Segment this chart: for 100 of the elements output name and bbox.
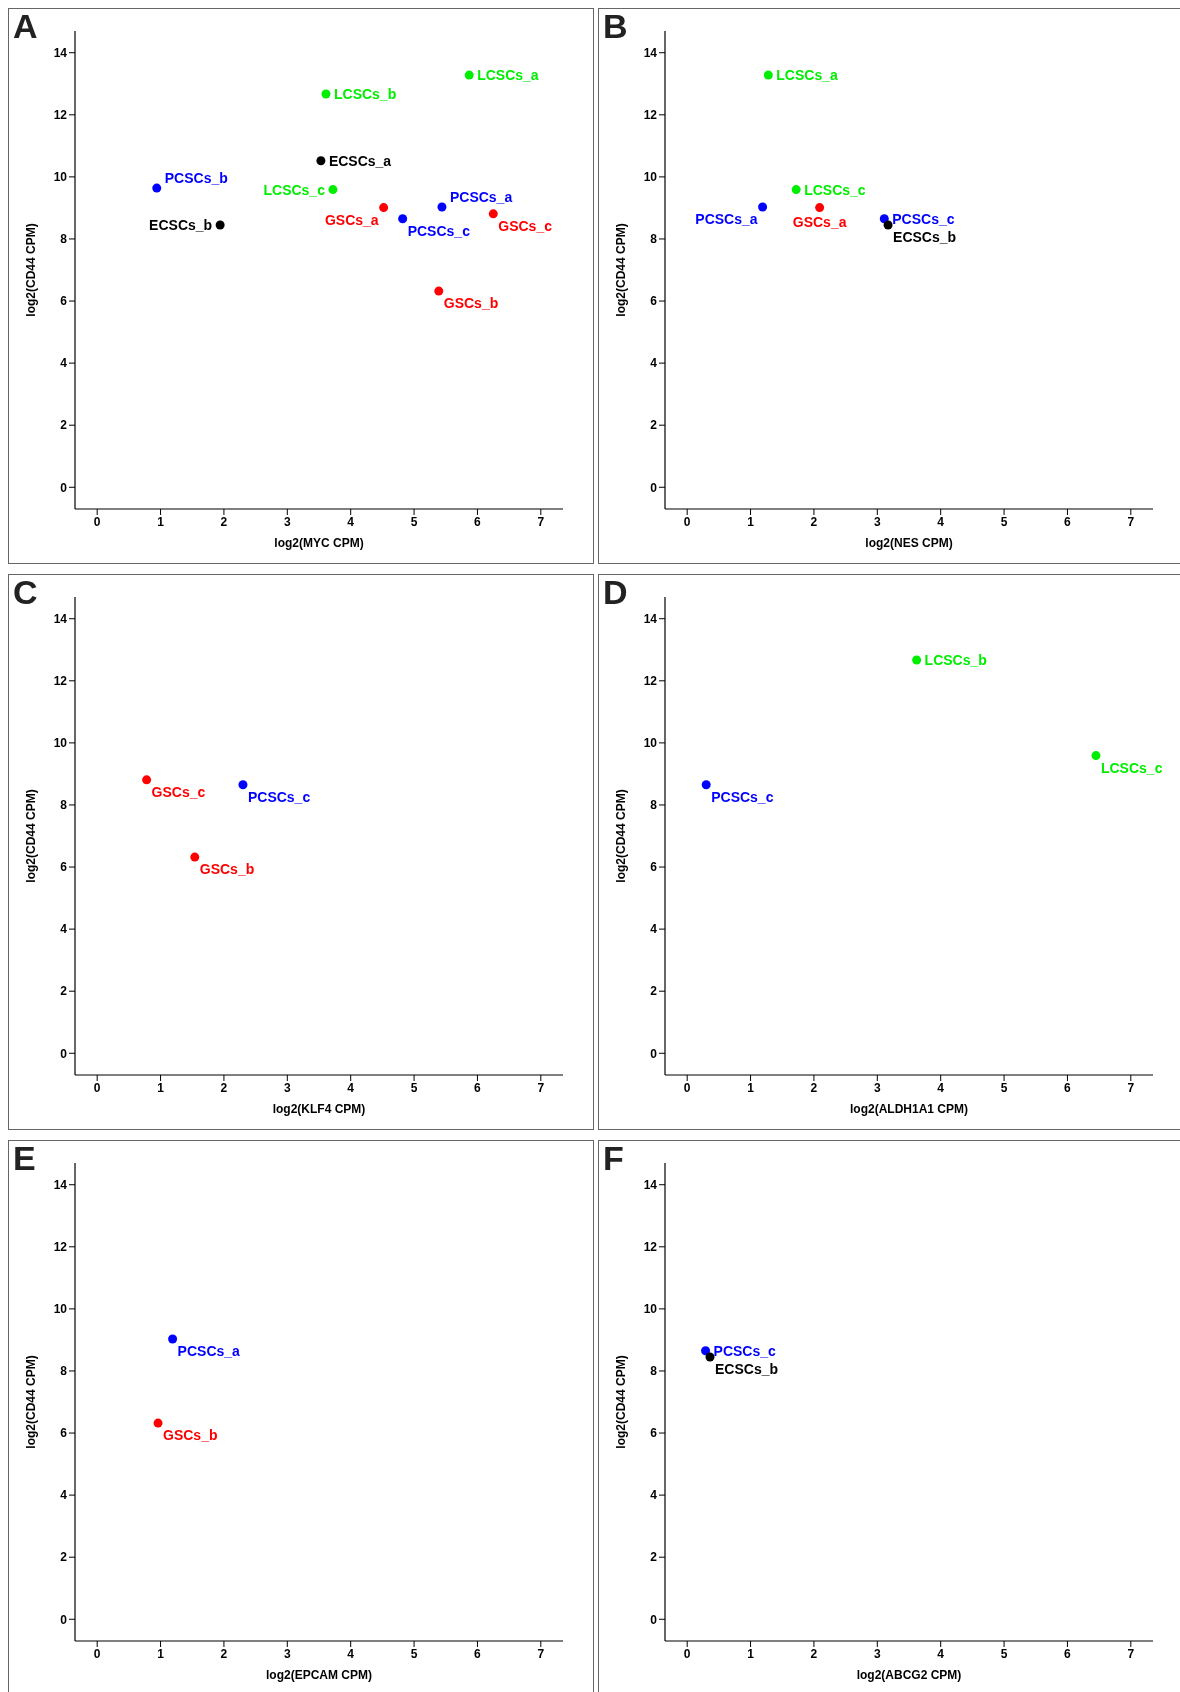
y-tick-label: 10 — [643, 736, 658, 751]
series-label: LCSCs_a — [477, 67, 539, 84]
y-tick-label: 4 — [650, 356, 658, 371]
series-label: LCSCs_a — [776, 67, 838, 84]
chart-title: C — [13, 573, 38, 612]
x-axis-title: log2(ABCG2 CPM) — [856, 1668, 962, 1682]
point — [912, 655, 922, 665]
y-tick-label: 6 — [650, 294, 658, 309]
x-tick-label: 2 — [220, 1646, 228, 1661]
x-tick-label: 6 — [1064, 514, 1072, 529]
x-tick-label: 7 — [537, 514, 545, 529]
point — [883, 220, 893, 230]
y-tick-label: 8 — [650, 1364, 658, 1379]
x-tick-label: 0 — [93, 514, 101, 529]
x-tick-label: 3 — [283, 514, 291, 529]
point — [758, 202, 768, 212]
x-tick-label: 0 — [683, 1646, 691, 1661]
series-label: PCSCs_a — [449, 188, 513, 205]
y-tick-label: 12 — [53, 1240, 68, 1255]
point — [701, 780, 711, 790]
x-tick-label: 2 — [810, 1080, 818, 1095]
x-tick-label: 4 — [347, 1646, 355, 1661]
y-tick-label: 2 — [650, 1550, 658, 1565]
x-axis-title: log2(ALDH1A1 CPM) — [849, 1102, 969, 1116]
y-tick-label: 8 — [650, 232, 658, 247]
y-tick-label: 0 — [650, 480, 658, 495]
series-label: GSCs_b — [199, 861, 255, 878]
y-axis-title: log2(CD44 CPM) — [24, 789, 39, 883]
x-tick-label: 4 — [937, 1080, 945, 1095]
x-tick-label: 0 — [93, 1646, 101, 1661]
series-label: GSCs_a — [792, 213, 847, 230]
series-label: LCSCs_b — [333, 86, 397, 103]
y-axis-title: log2(CD44 CPM) — [24, 1355, 39, 1449]
series-label: PCSCs_c — [407, 222, 471, 239]
y-tick-label: 8 — [60, 232, 68, 247]
x-tick-label: 3 — [283, 1080, 291, 1095]
point — [763, 70, 773, 80]
x-tick-label: 1 — [157, 1646, 165, 1661]
chart-title: B — [603, 7, 628, 46]
point — [142, 775, 152, 785]
y-tick-label: 10 — [53, 736, 68, 751]
y-tick-label: 0 — [650, 1046, 658, 1061]
y-tick-label: 12 — [643, 674, 658, 689]
x-axis-title: log2(MYC CPM) — [274, 536, 364, 550]
series-label: ECSCs_b — [893, 228, 957, 245]
y-tick-label: 6 — [650, 1426, 658, 1441]
x-tick-label: 7 — [1127, 1080, 1135, 1095]
x-tick-label: 6 — [474, 1646, 482, 1661]
series-label: LCSCs_c — [804, 181, 866, 198]
y-tick-label: 8 — [650, 798, 658, 813]
y-tick-label: 12 — [53, 674, 68, 689]
y-tick-label: 14 — [643, 1177, 658, 1192]
x-tick-label: 1 — [747, 514, 755, 529]
x-tick-label: 2 — [810, 1646, 818, 1661]
point — [791, 185, 801, 195]
x-tick-label: 7 — [1127, 514, 1135, 529]
y-tick-label: 2 — [60, 418, 68, 433]
series-label: PCSCs_c — [247, 788, 311, 805]
x-tick-label: 3 — [873, 1646, 881, 1661]
x-tick-label: 4 — [937, 514, 945, 529]
y-tick-label: 6 — [650, 860, 658, 875]
x-tick-label: 5 — [410, 514, 418, 529]
y-tick-label: 8 — [60, 1364, 68, 1379]
y-tick-label: 8 — [60, 798, 68, 813]
series-label: PCSCs_c — [713, 1342, 777, 1359]
series-label: GSCs_a — [324, 211, 379, 228]
y-tick-label: 12 — [53, 108, 68, 123]
series-label: LCSCs_c — [263, 181, 326, 198]
series-label: LCSCs_c — [1100, 759, 1163, 776]
series-label: GSCs_c — [498, 217, 553, 234]
x-tick-label: 4 — [347, 514, 355, 529]
x-tick-label: 6 — [474, 514, 482, 529]
y-tick-label: 4 — [60, 356, 68, 371]
point — [321, 89, 331, 99]
x-tick-label: 5 — [1000, 1646, 1008, 1661]
x-tick-label: 7 — [1127, 1646, 1135, 1661]
y-tick-label: 6 — [60, 294, 68, 309]
y-tick-label: 2 — [650, 984, 658, 999]
x-tick-label: 6 — [1064, 1080, 1072, 1095]
y-axis-title: log2(CD44 CPM) — [24, 223, 39, 317]
y-tick-label: 10 — [643, 170, 658, 185]
x-tick-label: 4 — [937, 1646, 945, 1661]
x-tick-label: 1 — [157, 1080, 165, 1095]
x-tick-label: 2 — [220, 1080, 228, 1095]
y-tick-label: 14 — [643, 45, 658, 60]
point — [152, 183, 162, 193]
y-tick-label: 14 — [643, 611, 658, 626]
x-tick-label: 3 — [873, 1080, 881, 1095]
y-tick-label: 14 — [53, 45, 68, 60]
chart-title: F — [603, 1139, 624, 1178]
x-tick-label: 6 — [1064, 1646, 1072, 1661]
x-tick-label: 4 — [347, 1080, 355, 1095]
y-tick-label: 4 — [60, 922, 68, 937]
series-label: ECSCs_a — [328, 152, 392, 169]
series-label: PCSCs_b — [164, 170, 228, 187]
x-tick-label: 3 — [873, 514, 881, 529]
y-tick-label: 14 — [53, 1177, 68, 1192]
series-label: GSCs_c — [151, 783, 206, 800]
x-tick-label: 0 — [93, 1080, 101, 1095]
x-tick-label: 5 — [410, 1646, 418, 1661]
